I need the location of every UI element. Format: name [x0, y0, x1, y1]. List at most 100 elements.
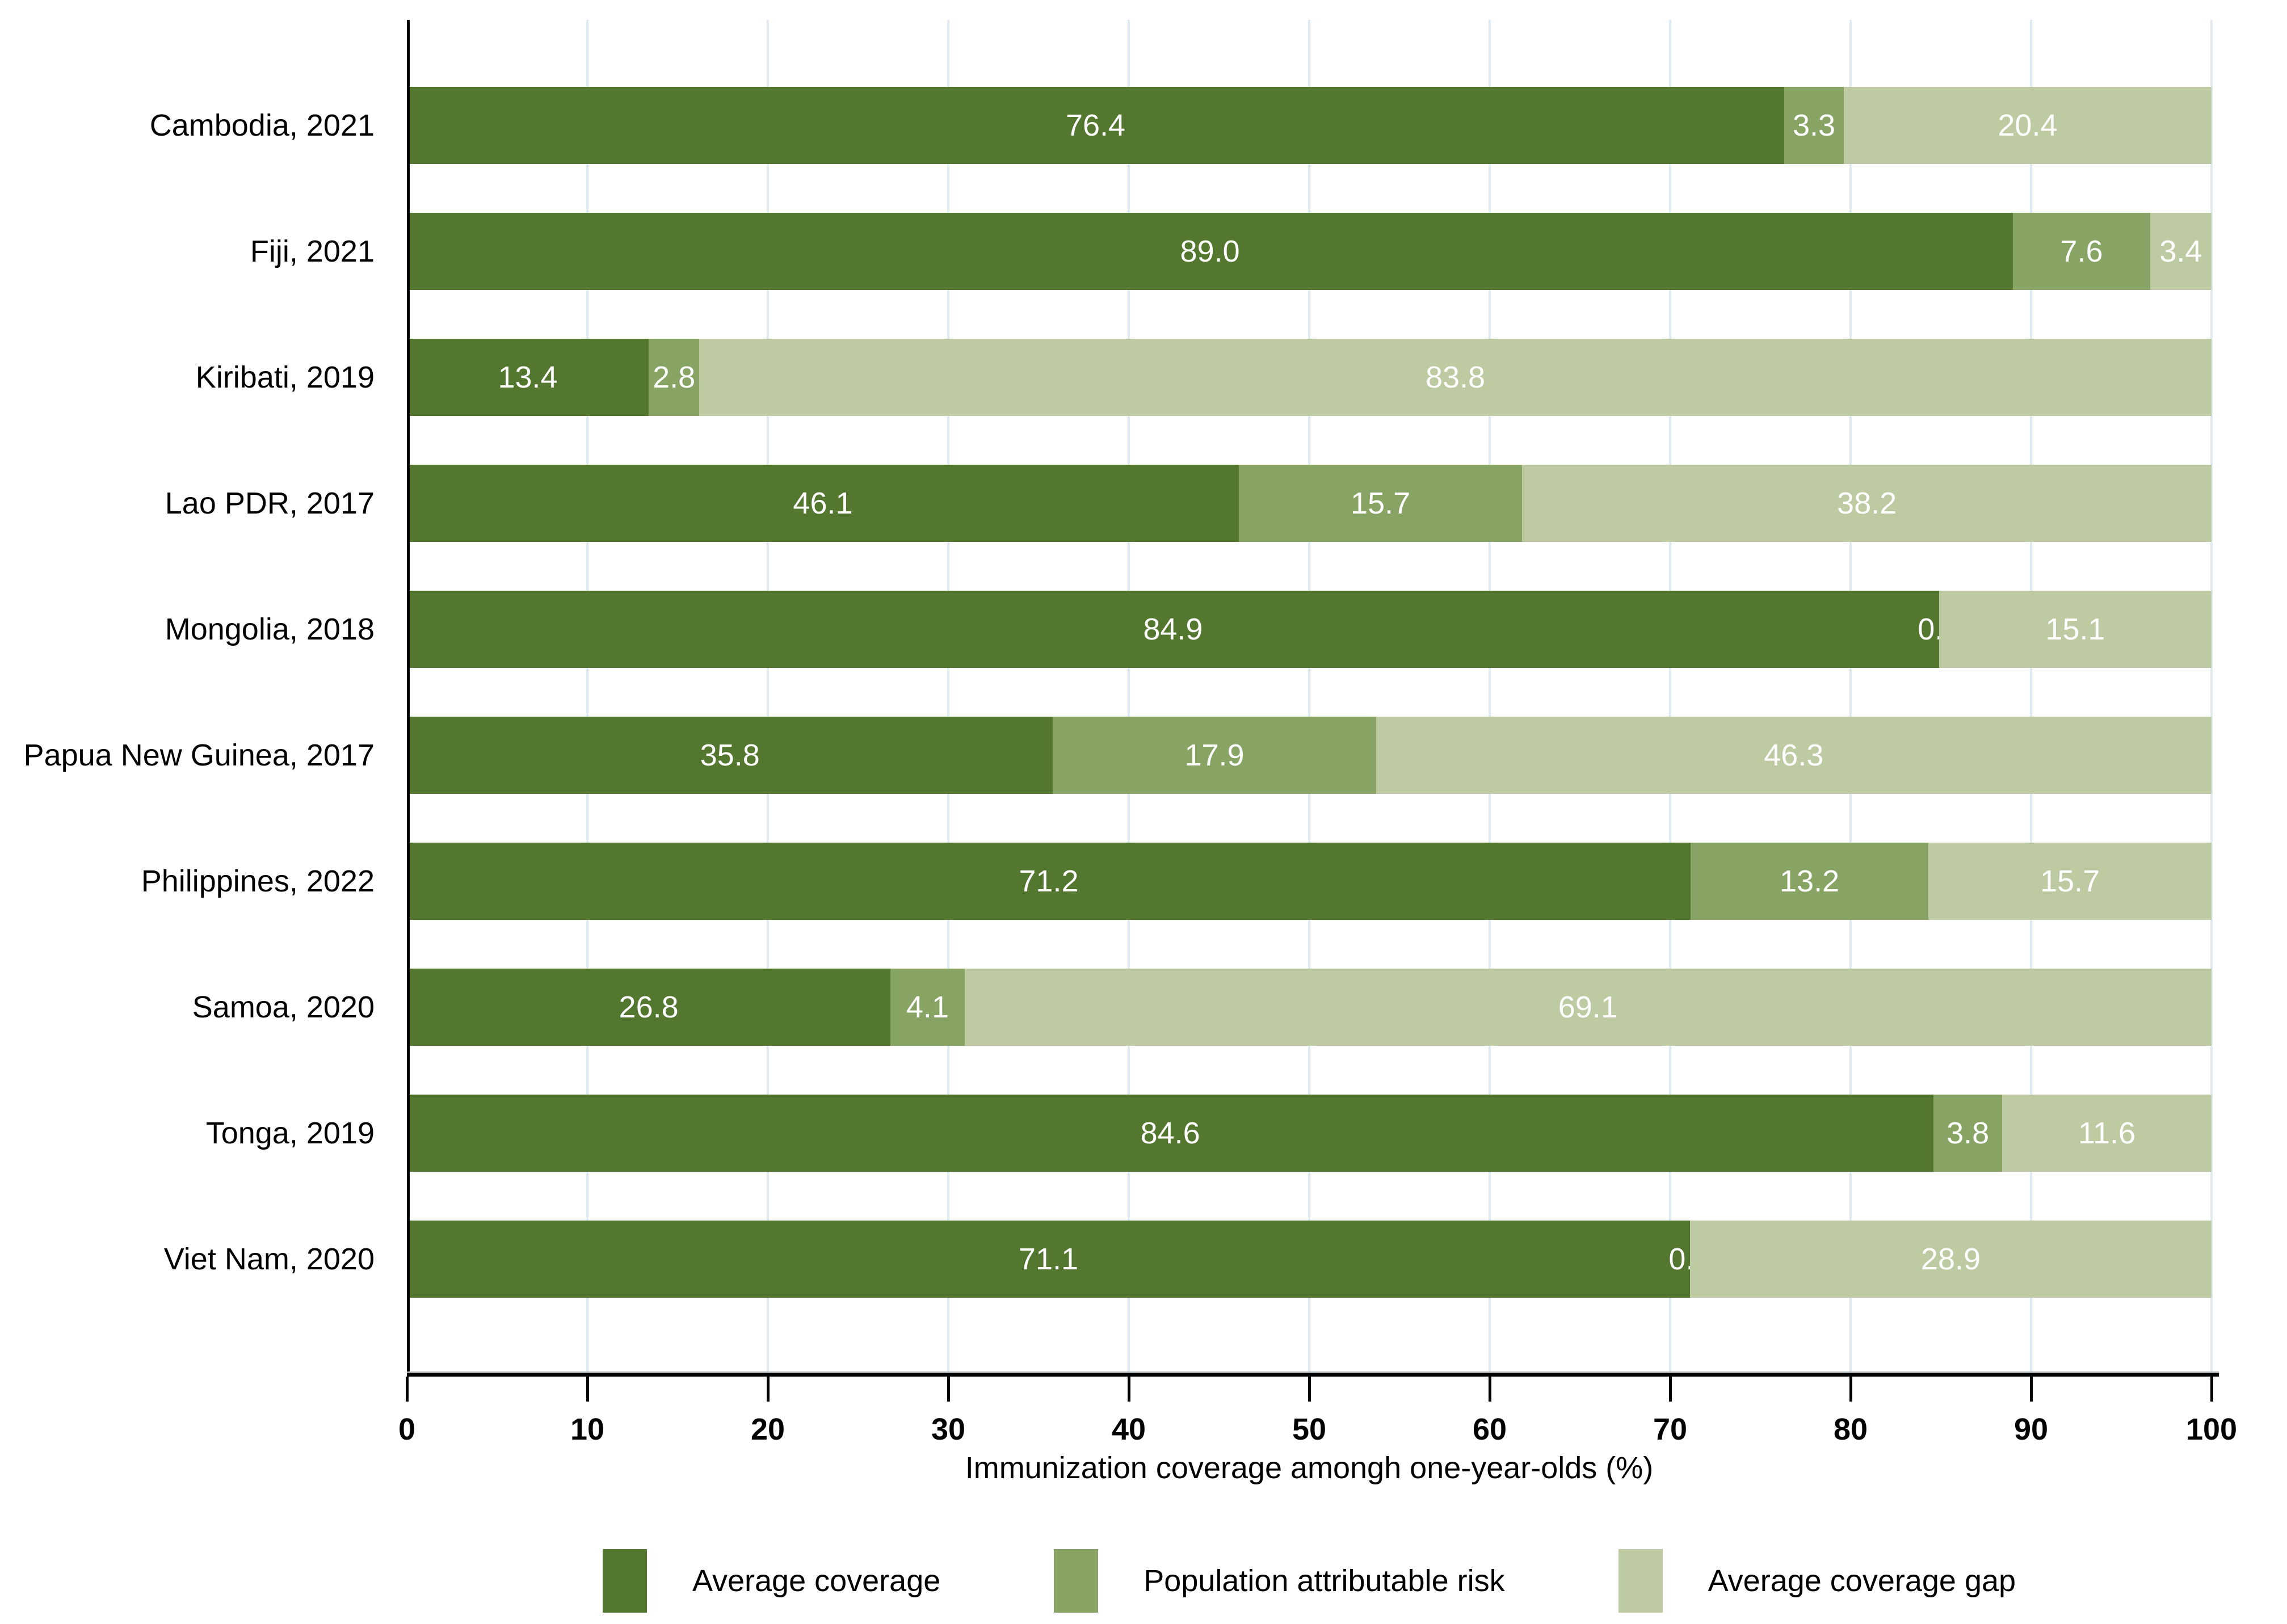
bar-segment-population-attributable-risk: 4.1: [890, 969, 965, 1046]
legend-label: Average coverage: [692, 1564, 941, 1598]
bar-segment-average-coverage: 46.1: [407, 465, 1239, 542]
gridline: [586, 20, 588, 1373]
x-axis-tick-label: 10: [570, 1412, 605, 1446]
bar-segment-average-coverage-gap: 20.4: [1843, 87, 2212, 164]
bar-segment-average-coverage: 84.6: [407, 1095, 1934, 1172]
x-axis-tick: [947, 1377, 950, 1402]
legend-item-average-coverage-gap: Average coverage gap: [1618, 1549, 2016, 1613]
value-label: 35.8: [700, 738, 760, 772]
bar-segment-average-coverage: 89.0: [407, 213, 2013, 290]
x-axis-tick-label: 70: [1653, 1412, 1688, 1446]
value-label: 89.0: [1180, 234, 1240, 268]
x-axis-tick-label: 100: [2185, 1412, 2238, 1446]
bar-segment-average-coverage: 76.4: [407, 87, 1785, 164]
gridline: [1489, 20, 1491, 1373]
x-axis-tick: [1669, 1377, 1672, 1402]
row-label: Kiribati, 2019: [195, 360, 375, 394]
x-axis-tick: [1849, 1377, 1852, 1402]
value-label: 13.2: [1780, 864, 1840, 898]
bar-segment-average-coverage: 26.8: [407, 969, 891, 1046]
gridline: [1669, 20, 1671, 1373]
value-label: 2.8: [653, 360, 696, 394]
value-label: 28.9: [1920, 1242, 1981, 1276]
x-axis-tick: [1308, 1377, 1311, 1402]
row-label: Tonga, 2019: [205, 1116, 375, 1150]
bar-segment-population-attributable-risk: 2.8: [649, 339, 700, 416]
bar-segment-average-coverage: 35.8: [407, 717, 1053, 794]
value-label: 71.1: [1018, 1242, 1079, 1276]
value-label: 4.1: [906, 990, 949, 1024]
x-axis-tick-label: 20: [750, 1412, 785, 1446]
row-label: Cambodia, 2021: [149, 108, 375, 142]
bar-row: 89.0 7.6 3.4: [407, 213, 2212, 290]
bar-segment-average-coverage-gap: 38.2: [1522, 465, 2212, 542]
x-axis-line: [407, 1373, 2219, 1377]
value-label: 3.3: [1792, 108, 1836, 142]
bar-segment-average-coverage-gap: 46.3: [1376, 717, 2212, 794]
x-axis-tick: [1128, 1377, 1130, 1402]
x-axis-tick-label: 30: [931, 1412, 966, 1446]
x-axis-tick-label: 80: [1833, 1412, 1868, 1446]
x-axis-tick-label: 60: [1472, 1412, 1507, 1446]
bar-row: 84.90.015.1: [407, 591, 2212, 668]
bar-row: 76.4 3.3 20.4: [407, 87, 2212, 164]
row-label: Viet Nam, 2020: [163, 1242, 375, 1276]
bar-row: 35.8 17.9 46.3: [407, 717, 2212, 794]
value-label: 15.7: [1351, 486, 1411, 520]
value-label: 11.6: [2078, 1116, 2136, 1150]
row-label: Lao PDR, 2017: [165, 486, 375, 520]
bar-segment-population-attributable-risk: 15.7: [1238, 465, 1523, 542]
value-label: 3.4: [2159, 234, 2202, 268]
x-axis-tick: [1489, 1377, 1491, 1402]
value-label: 15.7: [2040, 864, 2100, 898]
gridline: [1308, 20, 1310, 1373]
x-axis-tick: [2030, 1377, 2033, 1402]
x-axis-tick: [586, 1377, 589, 1402]
bar-segment-population-attributable-risk: 17.9: [1053, 717, 1376, 794]
x-axis-tick: [2210, 1377, 2213, 1402]
bar-row: 26.8 4.1 69.1: [407, 969, 2212, 1046]
gridline: [947, 20, 949, 1373]
bar-row: 71.2 13.2 15.7: [407, 843, 2212, 920]
bar-segment-average-coverage-gap: 83.8: [699, 339, 2212, 416]
bar-segment-average-coverage: 71.2: [407, 843, 1691, 920]
value-label: 46.3: [1764, 738, 1824, 772]
value-label: 71.2: [1019, 864, 1079, 898]
bar-segment-average-coverage-gap: 11.6: [2002, 1095, 2212, 1172]
legend-label: Average coverage gap: [1708, 1564, 2016, 1598]
value-label: 46.1: [793, 486, 853, 520]
value-label: 84.6: [1140, 1116, 1200, 1150]
value-label: 7.6: [2060, 234, 2103, 268]
x-axis-tick-label: 40: [1111, 1412, 1146, 1446]
gridline: [2030, 20, 2032, 1373]
row-label: Mongolia, 2018: [165, 612, 375, 646]
legend-swatch: [602, 1549, 647, 1613]
row-label: Philippines, 2022: [141, 864, 375, 898]
x-axis-tick: [406, 1377, 409, 1402]
bar-segment-population-attributable-risk: 13.2: [1690, 843, 1929, 920]
x-axis-title: Immunization coverage amongh one-year-ol…: [965, 1451, 1654, 1485]
value-label: 76.4: [1065, 108, 1126, 142]
x-axis-tick-label: 0: [398, 1412, 416, 1446]
gridline: [767, 20, 769, 1373]
gridline: [1128, 20, 1130, 1373]
bar-segment-average-coverage: 71.1: [407, 1221, 1690, 1298]
legend-swatch: [1618, 1549, 1663, 1613]
value-label: 13.4: [498, 360, 558, 394]
bar-row: 84.6 3.8 11.6: [407, 1095, 2212, 1172]
value-label: 69.1: [1558, 990, 1618, 1024]
bar-row: 13.4 2.8 83.8: [407, 339, 2212, 416]
legend: Average coverage Population attributable …: [407, 1548, 2212, 1614]
x-axis-tick-label: 50: [1292, 1412, 1327, 1446]
bar-segment-average-coverage-gap: 28.9: [1689, 1221, 2212, 1298]
bar-segment-average-coverage-gap: 15.7: [1928, 843, 2212, 920]
x-axis-tick: [767, 1377, 770, 1402]
bar-segment-average-coverage-gap: 15.1: [1939, 591, 2212, 668]
row-label: Fiji, 2021: [250, 234, 375, 268]
legend-label: Population attributable risk: [1144, 1564, 1505, 1598]
value-label: 26.8: [619, 990, 679, 1024]
value-label: 84.9: [1143, 612, 1203, 646]
row-label: Samoa, 2020: [192, 990, 375, 1024]
value-label: 38.2: [1837, 486, 1897, 520]
